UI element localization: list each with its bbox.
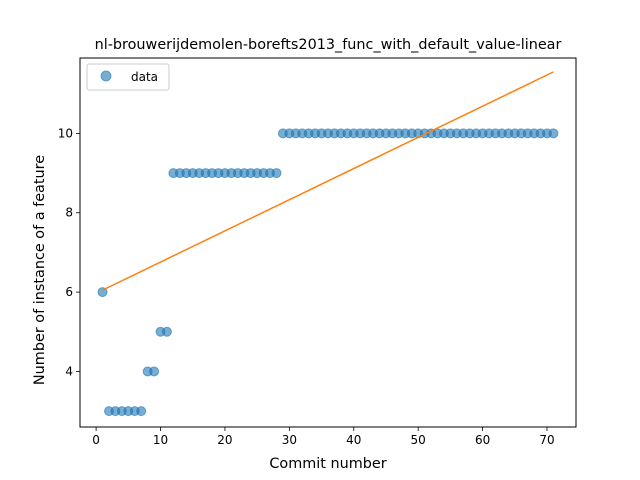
x-tick-label: 70	[539, 433, 554, 447]
y-tick-label: 8	[65, 206, 73, 220]
x-tick-label: 0	[92, 433, 100, 447]
legend: data	[86, 63, 170, 91]
data-point	[161, 326, 172, 337]
x-tick-label: 20	[217, 433, 232, 447]
legend-label-data: data	[131, 70, 158, 84]
chart-title: nl-brouwerijdemolen-borefts2013_func_wit…	[95, 37, 562, 53]
data-point	[136, 406, 147, 417]
legend-marker	[100, 70, 112, 82]
data-point	[149, 366, 160, 377]
trend-line	[102, 71, 554, 291]
y-axis: 4 6 8 10	[58, 126, 80, 378]
x-axis-label: Commit number	[269, 456, 386, 472]
x-tick-label: 40	[346, 433, 361, 447]
data-point	[271, 168, 282, 179]
plot-area	[97, 71, 559, 417]
x-tick-label: 50	[411, 433, 426, 447]
y-axis-label: Number of instance of a feature	[32, 155, 48, 385]
y-tick-label: 10	[58, 126, 73, 140]
x-tick-label: 30	[282, 433, 297, 447]
data-point	[548, 128, 559, 139]
y-tick-label: 6	[65, 285, 73, 299]
y-tick-label: 4	[65, 364, 73, 378]
x-tick-label: 60	[475, 433, 490, 447]
plot-frame	[79, 57, 577, 428]
x-axis: 0 10 20 30 40 50 60 70	[92, 427, 555, 447]
legend-box	[86, 63, 170, 91]
x-tick-label: 10	[153, 433, 168, 447]
